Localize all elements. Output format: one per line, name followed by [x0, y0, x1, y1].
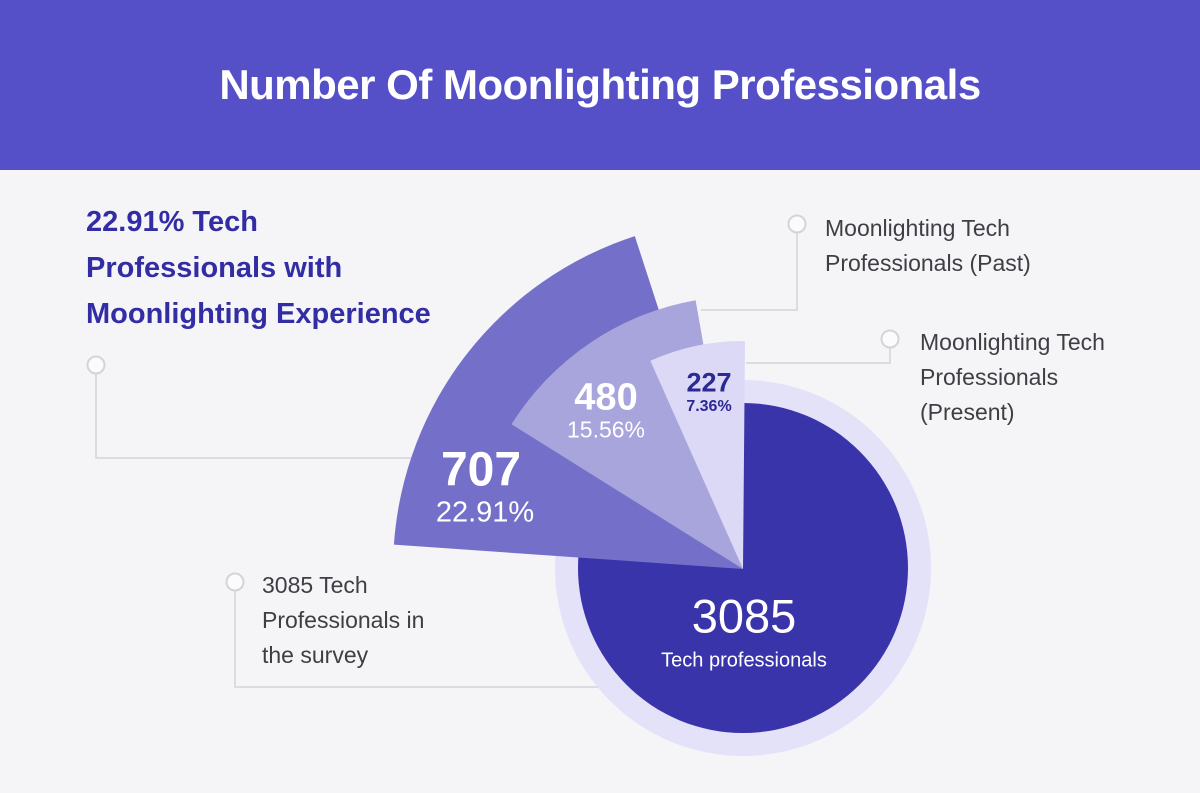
annotation-experience-line2: Professionals with — [86, 252, 343, 284]
annotation-experience-line3: Moonlighting Experience — [86, 298, 431, 330]
annotation-past-line1: Moonlighting Tech — [825, 215, 1010, 241]
total-label: Tech professionals — [661, 649, 827, 672]
annotation-past-line2: Professionals (Past) — [825, 250, 1031, 276]
connector-survey — [225, 572, 599, 688]
connector-past — [701, 214, 807, 311]
connector-experience — [86, 355, 411, 459]
annotation-survey-line3: the survey — [262, 642, 369, 668]
wedge-707-value: 707 — [440, 443, 522, 497]
connector-survey-dot — [225, 572, 245, 592]
page-title: Number Of Moonlighting Professionals — [219, 61, 981, 108]
total-value: 3085 — [691, 589, 797, 643]
annotation-experience: 22.91% Tech Professionals with Moonlight… — [86, 199, 506, 337]
annotation-present-line1: Moonlighting Tech — [920, 329, 1105, 355]
annotation-present: Moonlighting Tech Professionals (Present… — [920, 325, 1180, 430]
wedge-227-percent: 7.36% — [686, 398, 732, 415]
connector-present-line — [746, 347, 891, 364]
wedge-480-value: 480 — [574, 376, 638, 419]
annotation-survey-line1: 3085 Tech — [262, 572, 368, 598]
annotation-experience-line1: 22.91% Tech — [86, 206, 258, 238]
annotation-survey-line2: Professionals in — [262, 607, 425, 633]
annotation-survey: 3085 Tech Professionals in the survey — [262, 568, 502, 673]
connector-past-dot — [787, 214, 807, 234]
connector-experience-dot — [86, 355, 106, 375]
wedge-227-value: 227 — [686, 367, 732, 398]
connector-experience-line — [95, 373, 411, 459]
connector-present — [746, 329, 900, 364]
annotation-past: Moonlighting Tech Professionals (Past) — [825, 211, 1115, 281]
connector-past-line — [701, 232, 798, 311]
annotation-present-line3: (Present) — [920, 399, 1015, 425]
annotation-present-line2: Professionals — [920, 364, 1059, 390]
connector-survey-line — [234, 590, 599, 688]
connector-present-dot — [880, 329, 900, 349]
wedge-227 — [650, 340, 745, 569]
header-banner: Number Of Moonlighting Professionals — [0, 0, 1200, 170]
wedge-480-percent: 15.56% — [566, 416, 646, 443]
wedge-707-percent: 22.91% — [435, 496, 535, 529]
